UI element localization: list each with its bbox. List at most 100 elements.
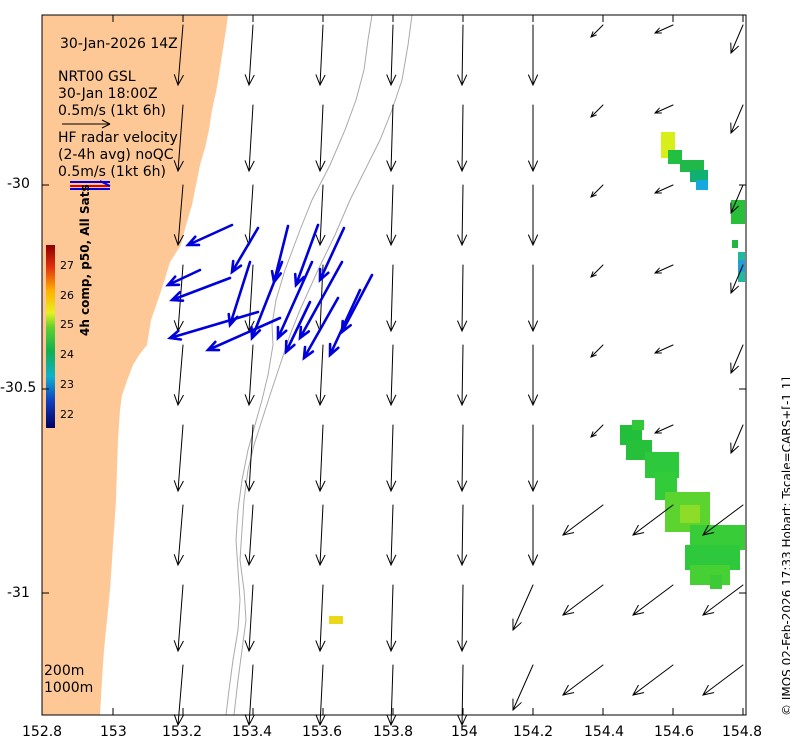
cb-tick-27: 27	[60, 259, 74, 272]
model-arrow	[590, 24, 604, 38]
x-tick-153-4: 153.4	[232, 724, 273, 740]
model-arrow	[730, 104, 744, 135]
model-arrow	[632, 504, 674, 536]
model-arrow	[653, 424, 674, 434]
colorbar	[46, 245, 55, 428]
depth-label-1000m: 1000m	[44, 680, 94, 696]
model-arrow	[702, 664, 744, 696]
model-arrow	[562, 664, 604, 696]
model-arrow	[528, 104, 538, 173]
hf-arrow	[298, 260, 344, 341]
x-tick-152-8: 152.8	[22, 724, 63, 740]
sst-pixels	[329, 132, 745, 624]
hf-arrow	[169, 276, 232, 302]
model-arrow	[653, 344, 674, 354]
model-arrow	[173, 344, 184, 407]
model-arrow	[528, 424, 538, 493]
model-arrow	[653, 184, 674, 194]
model-arrow	[653, 24, 674, 34]
model-arrow	[702, 504, 744, 536]
radar-label-2: (2-4h avg) noQC	[58, 147, 174, 163]
model-arrow	[315, 184, 326, 247]
x-tick-153: 153	[100, 724, 127, 740]
model-time: 30-Jan 18:00Z	[58, 86, 158, 102]
model-arrow	[632, 584, 674, 616]
model-arrow	[590, 424, 604, 438]
model-arrow	[173, 584, 184, 653]
x-tick-153-8: 153.8	[373, 724, 414, 740]
x-tick-154: 154	[451, 724, 478, 740]
x-tick-154-6: 154.6	[654, 724, 695, 740]
model-arrows	[173, 24, 744, 727]
model-arrow	[386, 424, 397, 493]
model-arrow	[512, 584, 534, 632]
depth-label-200m: 200m	[44, 663, 85, 679]
hf-arrow	[230, 226, 260, 275]
model-arrow	[730, 24, 744, 55]
hf-arrow	[318, 226, 346, 283]
model-arrow	[244, 504, 255, 567]
x-tick-153-6: 153.6	[302, 724, 343, 740]
model-arrow	[528, 504, 538, 567]
hf-arrow	[340, 273, 374, 335]
model-arrow	[632, 664, 674, 696]
y-tick-30-5: -30.5	[0, 380, 37, 396]
model-arrow	[244, 104, 255, 173]
y-tick-30: -30	[7, 176, 30, 192]
legend-model-arrow	[62, 119, 111, 129]
model-arrow	[457, 664, 468, 727]
cb-tick-24: 24	[60, 348, 74, 361]
isobath-200m	[225, 14, 373, 716]
hf-arrow	[302, 296, 340, 361]
model-arrow	[173, 424, 184, 493]
model-arrow	[528, 344, 538, 407]
model-arrow	[562, 504, 604, 536]
model-arrow	[562, 584, 604, 616]
hf-arrow	[293, 223, 320, 288]
model-arrow	[173, 104, 184, 173]
hf-arrow	[270, 224, 290, 286]
model-arrow	[457, 344, 468, 407]
model-arrow	[457, 584, 468, 653]
model-arrow	[590, 344, 604, 358]
model-arrow	[386, 104, 397, 173]
model-arrow	[173, 504, 184, 567]
cb-tick-25: 25	[60, 318, 74, 331]
model-arrow	[457, 424, 468, 493]
model-arrow	[386, 504, 397, 567]
model-arrow	[244, 584, 255, 653]
radar-label-1: HF radar velocity	[58, 130, 178, 146]
model-arrow	[315, 104, 326, 173]
radar-scale: 0.5m/s (1kt 6h)	[58, 164, 167, 180]
model-arrow	[730, 344, 744, 375]
model-arrow	[528, 24, 538, 87]
credit-text: © IMOS 02-Feb-2026 17:33 Hobart; Tscale=…	[780, 376, 790, 716]
x-tick-153-2: 153.2	[162, 724, 203, 740]
x-tick-154-8: 154.8	[722, 724, 763, 740]
model-arrow	[590, 184, 604, 198]
model-arrow	[528, 264, 538, 333]
model-arrow	[244, 24, 255, 87]
model-arrow	[730, 264, 744, 295]
model-arrow	[528, 184, 538, 247]
cb-tick-26: 26	[60, 289, 74, 302]
hf-arrow	[284, 300, 312, 355]
model-arrow	[315, 664, 326, 727]
model-arrow	[315, 504, 326, 567]
legend-hf-arrow	[70, 180, 111, 190]
hf-arrow	[276, 260, 314, 341]
model-arrow	[702, 584, 744, 616]
model-name: NRT00 GSL	[58, 69, 136, 85]
model-arrow	[386, 584, 397, 653]
model-arrow	[173, 664, 184, 727]
hf-arrow	[166, 310, 260, 341]
colorbar-title: 4h comp, p50, All Sats	[78, 184, 92, 336]
model-arrow	[386, 344, 397, 407]
model-arrow	[244, 424, 255, 493]
model-arrow	[457, 104, 468, 173]
hf-arrow	[205, 316, 282, 352]
y-tick-31: -31	[7, 585, 30, 601]
model-arrow	[457, 184, 468, 247]
model-arrow	[730, 424, 744, 455]
